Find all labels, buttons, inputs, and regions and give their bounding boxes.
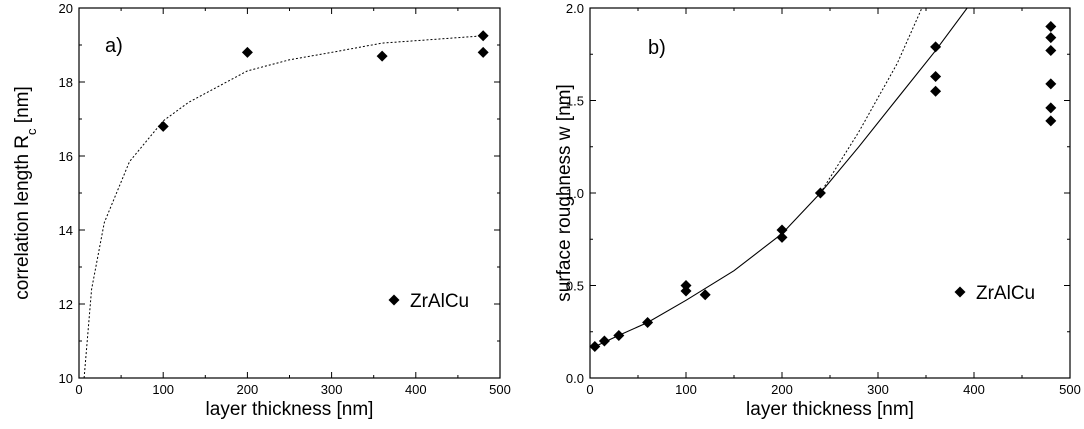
- panel-b-data-point: [680, 285, 692, 297]
- panel-b-data-point: [699, 289, 711, 301]
- panel-b-x-tick-label: 100: [675, 382, 697, 397]
- panel-a-y-tick-label: 16: [59, 149, 73, 164]
- panel-a-y-tick-label: 10: [59, 371, 73, 386]
- panel-a-y-tick-label: 14: [59, 223, 73, 238]
- panel-a-y-tick-label: 20: [59, 1, 73, 16]
- panel-b-data-point: [1045, 115, 1057, 127]
- panel-a-data-point: [241, 46, 253, 58]
- panel-b-data-point: [1045, 32, 1057, 44]
- panel-b-data-point: [680, 280, 692, 291]
- panel-b-y-axis-label: surface roughness w [nm]: [554, 84, 575, 302]
- panel-b-data-point: [776, 231, 788, 243]
- panel-b-data-point: [930, 85, 942, 97]
- panel-a-group: 0 100 200 300 400 500 10 12 14 16 18 20 layer thickn…: [12, 1, 511, 420]
- panel-a-plot-frame: [78, 7, 501, 379]
- panel-a-x-tick-label: 0: [75, 382, 82, 397]
- panel-a-x-axis-label: layer thickness [nm]: [206, 399, 374, 420]
- panel-b-data-point: [1045, 45, 1057, 57]
- panel-b-legend-label: ZrAlCu: [976, 283, 1035, 304]
- panel-a-panel-label: a): [105, 35, 123, 57]
- panel-a-x-tick-label: 400: [405, 382, 427, 397]
- panel-b-x-tick-label: 0: [586, 382, 593, 397]
- panel-a-y-tick-label: 18: [59, 75, 73, 90]
- panel-b-plot-frame: [589, 7, 1071, 379]
- panel-b-y-tick-label: 1.5: [566, 94, 584, 109]
- panel-b-data-point: [598, 335, 610, 347]
- panel-b-fit-curve-dotted: [819, 8, 923, 194]
- panel-b-data-point: [930, 70, 942, 82]
- panel-b-legend-marker: [954, 286, 966, 298]
- panel-b-data-point: [1045, 21, 1057, 32]
- panel-a-x-tick-label: 100: [152, 382, 174, 397]
- panel-b-x-tick-label: 500: [1059, 382, 1081, 397]
- panel-b-x-tick-label: 400: [963, 382, 985, 397]
- panel-a-x-tick-label: 200: [237, 382, 259, 397]
- panel-b-panel-label: b): [648, 37, 666, 59]
- panel-b-y-tick-label: 2.0: [566, 1, 584, 16]
- panel-b-y-tick-label: 1.0: [566, 186, 584, 201]
- panel-b-group: 0 100 200 300 400 500 0.0 0.5 1.0 1.5 2.0 layer thi…: [554, 1, 1081, 420]
- panel-a-data-point: [477, 46, 489, 58]
- panel-a-data-point: [376, 50, 388, 62]
- panel-b-x-axis-label: layer thickness [nm]: [746, 399, 914, 420]
- panel-a-x-tick-label: 300: [321, 382, 343, 397]
- panel-a-y-tick-label: 12: [59, 297, 73, 312]
- panel-a-y-axis-label: correlation length Rc [nm]: [12, 86, 39, 300]
- panel-b-fit-curve-solid: [594, 8, 968, 348]
- panel-b-data-point: [1045, 78, 1057, 90]
- panel-a-fit-curve-dotted: [83, 35, 484, 378]
- panel-a-x-tick-label: 500: [489, 382, 511, 397]
- panel-b-data-point: [1045, 102, 1057, 114]
- panel-b-y-tick-label: 0.5: [566, 279, 584, 294]
- panel-b-data-point: [930, 41, 942, 53]
- panel-b-data-point: [776, 224, 788, 236]
- panel-b-x-tick-label: 300: [867, 382, 889, 397]
- panel-a-legend-label: ZrAlCu: [410, 291, 469, 312]
- panel-a-data-point: [157, 120, 169, 132]
- panel-b-y-tick-label: 0.0: [566, 371, 584, 386]
- panel-a-legend-marker: [388, 294, 400, 306]
- panel-b-x-tick-label: 200: [771, 382, 793, 397]
